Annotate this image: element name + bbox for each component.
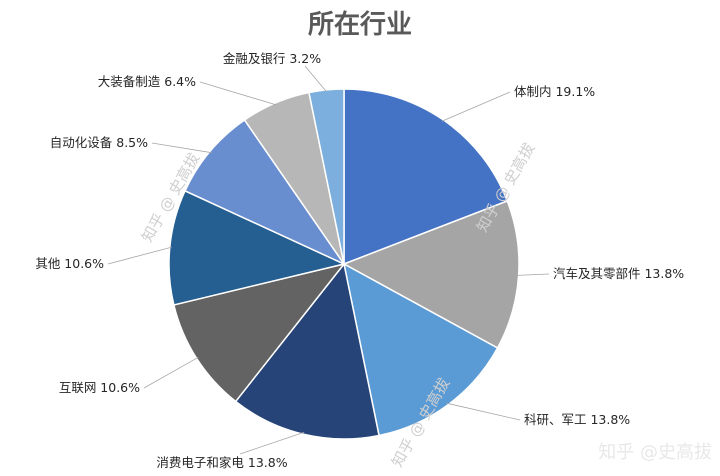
leader-line <box>107 246 172 265</box>
slice-label: 其他 10.6% <box>35 256 104 271</box>
slice-label: 科研、军工 13.8% <box>524 412 630 427</box>
leader-line <box>151 142 212 154</box>
slice-label: 金融及银行 3.2% <box>223 51 321 66</box>
pie-slice <box>343 88 509 266</box>
leader-line <box>199 81 277 106</box>
slice-label: 互联网 10.6% <box>59 380 140 395</box>
slice-label: 汽车及其零部件 13.8% <box>553 266 684 281</box>
leader-line <box>143 356 199 389</box>
leader-line <box>304 65 327 93</box>
slice-label: 消费电子和家电 13.8% <box>156 455 287 470</box>
slice-label: 大装备制造 6.4% <box>98 74 196 89</box>
chart-title: 所在行业 <box>307 10 412 40</box>
watermark: 知乎 @史高拔 <box>598 442 712 463</box>
leader-line <box>516 273 550 276</box>
pie-slice <box>168 189 347 306</box>
pie-slice <box>308 88 345 265</box>
leader-line <box>446 402 521 421</box>
pie-slice <box>342 262 499 437</box>
pie-slice <box>234 262 380 440</box>
pie-slice <box>184 118 347 266</box>
leader-line <box>441 91 511 122</box>
leader-line <box>239 431 305 455</box>
slice-label: 体制内 19.1% <box>514 84 595 99</box>
slice-label: 自动化设备 8.5% <box>50 135 148 150</box>
